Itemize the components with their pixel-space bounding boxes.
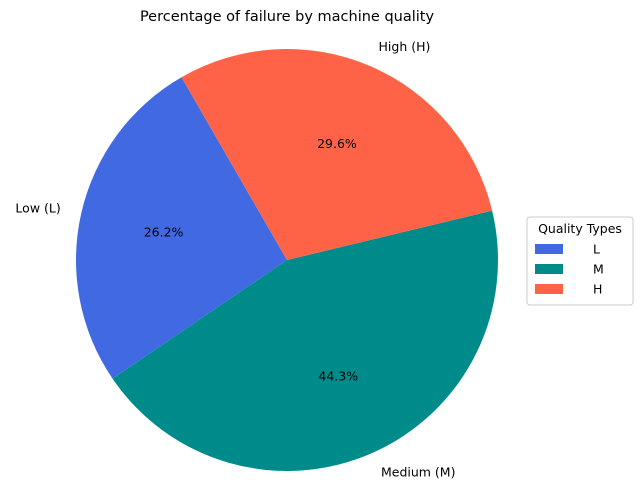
slice-percent-l: 26.2% [144, 224, 184, 239]
slice-label-m: Medium (M) [381, 465, 456, 480]
legend-swatch-l [535, 244, 563, 254]
pie-slice-l [75, 77, 287, 379]
legend-frame [526, 216, 634, 306]
pie-labels: Low (L) 26.2% Medium (M) 44.3% High (H) 29.6% [15, 39, 455, 480]
chart-title: Percentage of failure by machine quality [140, 9, 435, 25]
legend-label-h: H [593, 282, 602, 297]
pie-slice-m [112, 210, 498, 471]
pie-slices [75, 49, 498, 471]
legend-label-l: L [593, 242, 600, 257]
legend-entries: LMH [535, 242, 604, 297]
legend-swatch-m [535, 264, 563, 274]
pie-slice-h [181, 49, 493, 261]
legend-swatch-h [535, 284, 563, 294]
legend: Quality Types LMH [526, 216, 634, 306]
slice-percent-h: 29.6% [317, 136, 357, 151]
slice-label-h: High (H) [379, 39, 431, 54]
slice-percent-m: 44.3% [318, 368, 358, 383]
legend-title: Quality Types [538, 221, 622, 236]
slice-label-l: Low (L) [15, 201, 60, 216]
legend-label-m: M [593, 262, 604, 277]
